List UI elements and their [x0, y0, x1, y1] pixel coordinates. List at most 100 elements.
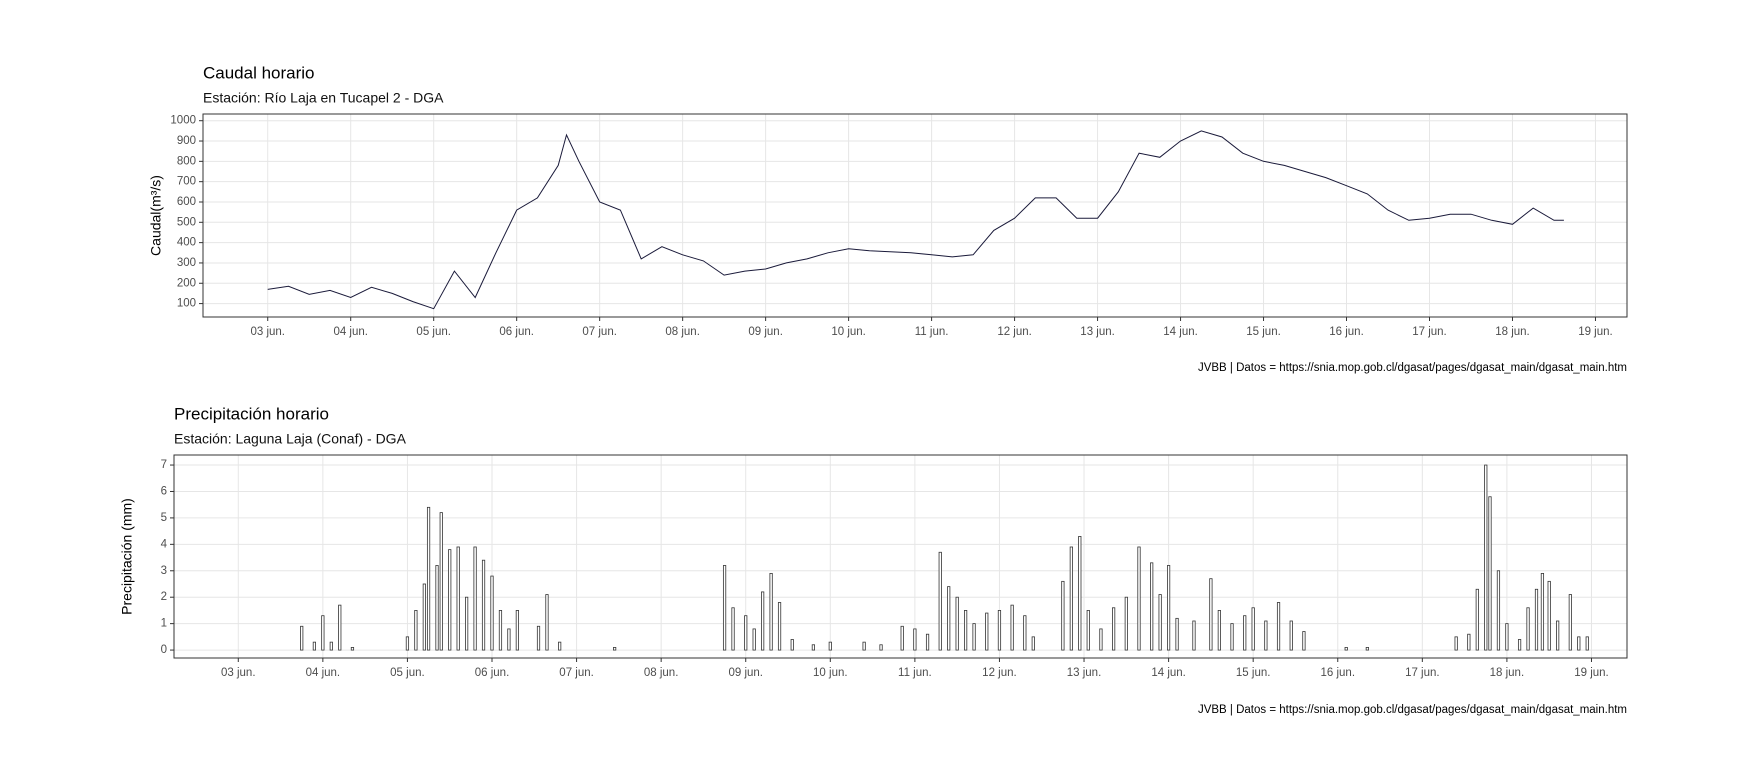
bar	[1150, 562, 1154, 651]
bar	[1556, 620, 1560, 651]
bar	[1069, 546, 1073, 651]
bar	[1517, 639, 1522, 651]
bar	[744, 615, 748, 651]
bar	[558, 641, 562, 651]
x-tick-label: 07 jun.	[559, 667, 594, 679]
bar	[964, 610, 968, 651]
bar	[790, 639, 794, 651]
x-tick-label: 09 jun.	[748, 326, 783, 338]
bar	[997, 610, 1002, 651]
x-tick-label: 17 jun.	[1405, 667, 1440, 679]
bar	[1568, 594, 1572, 651]
bar	[490, 575, 494, 651]
bar	[1289, 620, 1293, 651]
y-tick-label: 5	[161, 512, 167, 524]
x-tick-label: 13 jun.	[1067, 667, 1102, 679]
bar	[1031, 636, 1035, 651]
x-tick-label: 04 jun.	[306, 667, 341, 679]
bar	[350, 647, 355, 651]
bar	[1209, 578, 1213, 651]
bar	[1302, 631, 1306, 651]
bar	[1540, 573, 1545, 651]
bar	[435, 565, 439, 651]
bar	[752, 628, 756, 651]
bar	[1061, 580, 1065, 651]
bar	[1099, 628, 1103, 651]
y-tick-label: 1	[161, 618, 167, 630]
bar	[414, 610, 418, 651]
bar	[439, 512, 443, 651]
bar	[1484, 464, 1488, 651]
bar	[972, 623, 976, 651]
x-tick-label: 10 jun.	[831, 326, 866, 338]
bar	[925, 633, 930, 651]
bar	[473, 546, 477, 651]
bar	[536, 625, 541, 651]
y-axis-label: Precipitación (mm)	[119, 498, 135, 615]
bar	[405, 636, 410, 651]
bar	[422, 583, 426, 651]
bar	[879, 644, 883, 651]
y-tick-label: 6	[161, 486, 167, 498]
y-tick-label: 3	[161, 565, 167, 577]
line	[267, 130, 1564, 310]
bar	[1192, 620, 1196, 651]
x-tick-label: 06 jun.	[499, 326, 534, 338]
y-tick-label: 7	[161, 459, 167, 471]
bar	[329, 641, 333, 651]
bar	[1344, 647, 1348, 651]
x-tick-label: 18 jun.	[1490, 667, 1525, 679]
bar	[1217, 610, 1221, 651]
bar	[321, 615, 325, 651]
bar	[1475, 588, 1479, 651]
bar	[481, 559, 486, 651]
plot-border	[202, 113, 1628, 318]
y-tick-label: 200	[177, 277, 196, 289]
bar	[938, 551, 942, 651]
y-tick-label: 100	[177, 298, 196, 310]
x-tick-label: 17 jun.	[1412, 326, 1447, 338]
x-tick-label: 09 jun.	[728, 667, 763, 679]
bar	[1454, 636, 1458, 651]
bar	[1158, 594, 1162, 651]
plot-border	[173, 454, 1628, 659]
y-tick-label: 600	[177, 196, 196, 208]
x-tick-label: 13 jun.	[1080, 326, 1115, 338]
bar	[426, 506, 431, 651]
bar	[1577, 636, 1581, 651]
y-tick-label: 4	[161, 538, 168, 550]
x-tick-label: 03 jun.	[250, 326, 285, 338]
y-tick-label: 700	[177, 176, 196, 188]
chart-title: Precipitación horario	[174, 404, 329, 423]
bar	[507, 628, 511, 651]
bar	[312, 641, 316, 651]
bar	[448, 549, 452, 651]
bar	[1526, 607, 1530, 651]
x-tick-label: 03 jun.	[221, 667, 256, 679]
bar	[1230, 623, 1234, 651]
bar	[545, 594, 549, 651]
y-tick-label: 400	[177, 237, 196, 249]
x-tick-label: 12 jun.	[982, 667, 1017, 679]
bar	[465, 596, 469, 651]
y-axis-label: Caudal(m³/s)	[148, 175, 164, 256]
bar	[1243, 615, 1247, 651]
x-tick-label: 11 jun.	[915, 326, 949, 338]
x-tick-label: 10 jun.	[813, 667, 848, 679]
bar	[338, 604, 342, 651]
caption: JVBB | Datos = https://snia.mop.gob.cl/d…	[1198, 362, 1627, 374]
bar	[1124, 596, 1128, 651]
bar	[828, 641, 832, 651]
x-tick-label: 05 jun.	[390, 667, 425, 679]
x-tick-label: 19 jun.	[1578, 326, 1613, 338]
y-tick-label: 500	[177, 216, 196, 228]
bar	[913, 628, 917, 651]
bar	[456, 546, 460, 651]
x-tick-label: 04 jun.	[333, 326, 368, 338]
x-tick-label: 15 jun.	[1246, 326, 1281, 338]
bar	[1023, 615, 1027, 651]
chart-title: Caudal horario	[203, 63, 315, 82]
bar	[1137, 546, 1141, 651]
bar	[731, 607, 735, 651]
